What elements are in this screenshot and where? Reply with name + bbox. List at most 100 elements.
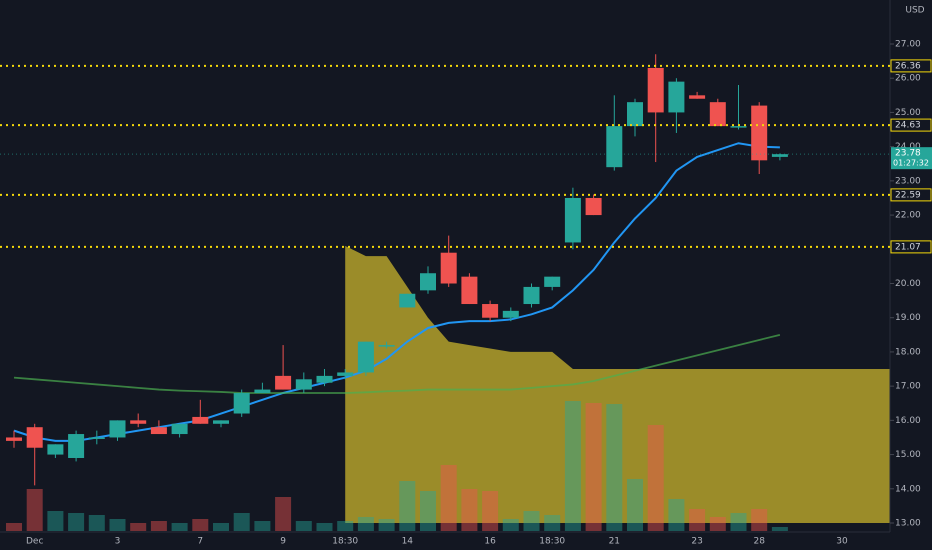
last-price-label: 23.78	[895, 149, 921, 159]
y-tick-label: 25.00	[895, 108, 921, 118]
y-tick-label: 23.00	[895, 176, 921, 186]
level-label: 26.36	[895, 61, 921, 71]
candle-body	[316, 375, 333, 383]
volume-bar	[751, 509, 768, 531]
volume-bar	[295, 521, 312, 531]
candle-body	[26, 427, 43, 448]
x-tick-label: 9	[280, 537, 286, 547]
volume-bar	[730, 513, 747, 531]
plot-area	[6, 54, 890, 531]
volume-bar	[171, 523, 188, 531]
volume-bar	[316, 523, 333, 531]
volume-bar	[647, 425, 664, 531]
candle-body	[378, 345, 395, 347]
candle-body	[502, 310, 519, 318]
candle-body	[709, 102, 726, 127]
candle-body	[627, 102, 643, 127]
y-tick-label: 14.00	[895, 484, 921, 494]
candle-body	[275, 375, 292, 390]
candle-body	[440, 252, 457, 284]
candle-body	[295, 379, 312, 390]
candle-body	[171, 423, 188, 435]
volume-bar	[420, 491, 436, 531]
y-tick-label: 20.00	[895, 279, 921, 289]
candle-body	[668, 81, 685, 113]
candle-body	[254, 389, 271, 393]
x-tick-label: 18:30	[332, 537, 358, 547]
volume-bar	[523, 511, 540, 531]
y-tick-label: 24.00	[895, 142, 921, 152]
candle-body	[771, 154, 788, 157]
y-tick-label: 16.00	[895, 416, 921, 426]
candle-body	[192, 416, 209, 424]
x-tick-label: 30	[836, 537, 848, 547]
x-tick-label: Dec	[26, 537, 43, 547]
volume-bar	[461, 489, 478, 531]
volume-bar	[130, 523, 147, 531]
x-tick-label: 21	[609, 537, 620, 547]
volume-bar	[6, 523, 22, 531]
candle-body	[689, 95, 706, 99]
candle-body	[150, 427, 167, 435]
candle-body	[233, 392, 250, 414]
candle-body	[109, 420, 126, 438]
candle-body	[88, 437, 105, 439]
candle-body	[461, 276, 478, 305]
volume-bar	[709, 517, 726, 531]
y-tick-label: 26.00	[895, 74, 921, 84]
y-tick-label: 13.00	[895, 519, 921, 529]
cloud-area	[345, 245, 890, 523]
volume-bar	[254, 521, 271, 531]
volume-bar	[668, 499, 685, 531]
candle-body	[482, 304, 499, 318]
volume-bar	[440, 465, 457, 531]
candle-body	[606, 126, 623, 168]
candle-body	[544, 276, 561, 287]
volume-bar	[357, 517, 374, 531]
volume-bar	[192, 519, 209, 531]
volume-bar	[275, 497, 292, 531]
y-tick-label: 19.00	[895, 313, 921, 323]
volume-bar	[482, 491, 499, 531]
volume-bar	[150, 521, 167, 531]
y-tick-label: 27.00	[895, 40, 921, 50]
x-tick-label: 7	[197, 537, 203, 547]
x-tick-label: 16	[484, 537, 496, 547]
candle-body	[420, 273, 436, 291]
volume-bar	[771, 527, 788, 531]
level-label-box	[890, 188, 932, 202]
candle-body	[6, 437, 22, 441]
candle-body	[564, 197, 581, 243]
level-label: 22.59	[895, 190, 921, 200]
candle-body	[47, 444, 64, 455]
x-tick-label: 23	[691, 537, 702, 547]
candle-body	[585, 197, 602, 216]
volume-bar	[627, 479, 643, 531]
volume-bar	[502, 519, 519, 531]
candle-body	[647, 67, 664, 113]
candle-body	[337, 372, 354, 376]
countdown-label: 01:27:32	[893, 159, 929, 168]
level-label-box	[890, 240, 932, 254]
candle-body	[213, 420, 229, 424]
volume-bar	[213, 523, 229, 531]
candle-body	[751, 105, 768, 161]
volume-bar	[233, 513, 250, 531]
volume-bar	[689, 509, 706, 531]
currency-label: USD	[905, 6, 924, 16]
y-tick-label: 18.00	[895, 347, 921, 357]
x-tick-label: 28	[753, 537, 765, 547]
candle-body	[68, 434, 85, 458]
candle-body	[523, 286, 540, 305]
volume-bar	[68, 513, 85, 531]
y-tick-label: 22.00	[895, 211, 921, 221]
volume-bar	[399, 481, 416, 531]
ma-line	[13, 333, 781, 394]
y-tick-label: 15.00	[895, 450, 921, 460]
candle-body	[730, 126, 747, 128]
volume-bar	[606, 404, 623, 531]
last-price-box	[891, 147, 932, 170]
level-label: 21.07	[895, 242, 921, 252]
volume-bar	[109, 519, 126, 531]
